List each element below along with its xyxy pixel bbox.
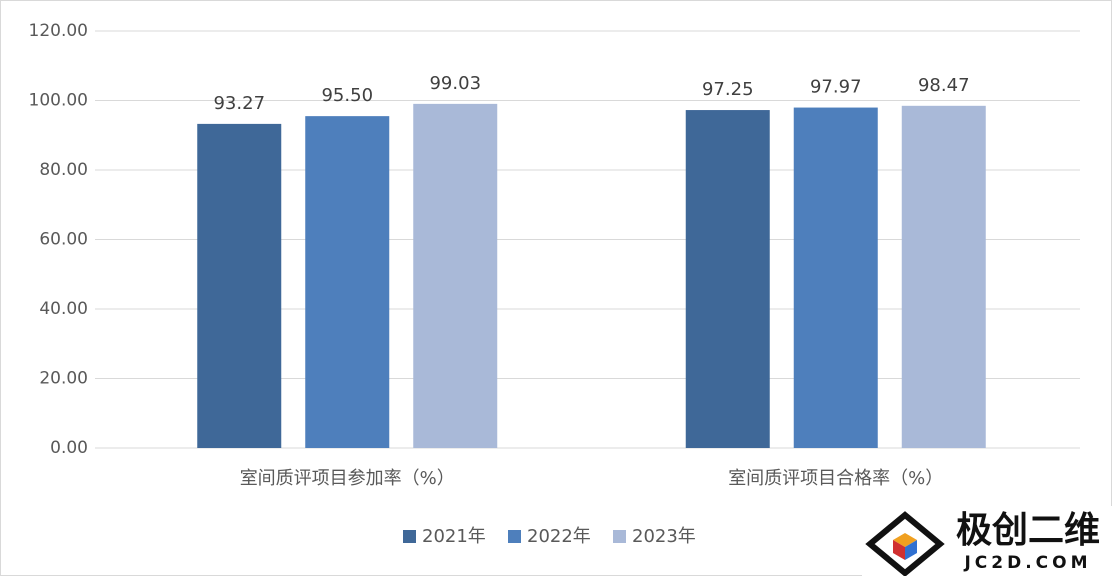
value-label: 93.27 xyxy=(213,93,265,114)
value-label: 97.97 xyxy=(810,77,862,98)
bar xyxy=(197,123,282,448)
watermark-cube-left xyxy=(893,540,905,560)
y-tick-label: 60.00 xyxy=(39,230,88,250)
legend-label: 2022年 xyxy=(527,526,591,547)
x-tick-label: 室间质评项目合格率（%） xyxy=(728,468,943,489)
y-tick-label: 120.00 xyxy=(29,21,88,41)
legend-swatch xyxy=(508,530,521,543)
watermark-cube-right xyxy=(905,540,917,560)
watermark-title: 极创二维 xyxy=(956,510,1100,551)
y-tick-label: 40.00 xyxy=(39,299,88,319)
bar xyxy=(901,105,986,449)
y-tick-label: 80.00 xyxy=(39,160,88,180)
legend-swatch xyxy=(613,530,626,543)
legend-label: 2021年 xyxy=(422,526,486,547)
watermark-subtitle: JC2D.COM xyxy=(963,553,1091,573)
legend-swatch xyxy=(403,530,416,543)
value-label: 99.03 xyxy=(429,73,481,94)
watermark-logo xyxy=(865,511,945,576)
value-label: 95.50 xyxy=(321,85,373,106)
bar xyxy=(685,110,770,449)
bar xyxy=(305,116,390,448)
value-label: 98.47 xyxy=(918,75,970,96)
watermark: 极创二维 JC2D.COM xyxy=(862,506,1112,576)
x-tick-label: 室间质评项目参加率（%） xyxy=(240,468,455,489)
bar xyxy=(793,107,878,448)
y-tick-label: 100.00 xyxy=(29,91,88,111)
y-tick-label: 20.00 xyxy=(39,369,88,389)
bar xyxy=(413,103,498,448)
value-label: 97.25 xyxy=(702,79,754,100)
y-tick-label: 0.00 xyxy=(50,438,88,458)
legend-label: 2023年 xyxy=(632,526,696,547)
